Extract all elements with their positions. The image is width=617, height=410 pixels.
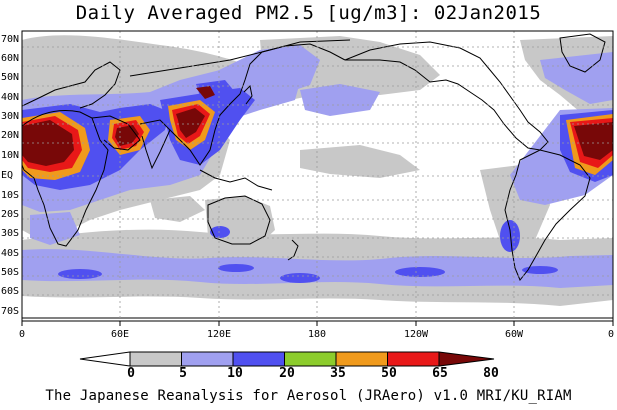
lat-label: 10N	[1, 150, 20, 161]
lon-label: 60E	[110, 329, 130, 340]
footer-credit: The Japanese Reanalysis for Aerosol (JRA…	[45, 388, 572, 404]
colorbar-tick: 0	[127, 366, 135, 381]
lat-label: 60N	[1, 53, 20, 64]
lon-label: 60W	[504, 329, 524, 340]
lon-label: 0	[18, 329, 26, 340]
lat-label: 40N	[1, 92, 20, 103]
colorbar-segment	[181, 351, 234, 367]
lat-label: 50N	[1, 72, 20, 83]
lon-label: 180	[307, 329, 327, 340]
colorbar-segment	[438, 351, 495, 367]
colorbar-segment	[129, 351, 182, 367]
lat-label: 20S	[1, 209, 20, 220]
lat-label: EQ	[1, 170, 14, 181]
lon-label: 120E	[206, 329, 232, 340]
colorbar-tick: 65	[432, 366, 448, 381]
colorbar-tick: 5	[179, 366, 187, 381]
lat-label: 60S	[1, 286, 20, 297]
colorbar-segment	[284, 351, 337, 367]
lat-label: 10S	[1, 190, 20, 201]
colorbar-segment	[387, 351, 440, 367]
lon-label: 120W	[403, 329, 429, 340]
lon-label: 0	[607, 329, 615, 340]
colorbar-tick: 35	[330, 366, 346, 381]
lat-label: 30S	[1, 228, 20, 239]
colorbar-tick: 50	[381, 366, 397, 381]
colorbar-segment	[335, 351, 388, 367]
lat-label: 70S	[1, 306, 20, 317]
map-title: Daily Averaged PM2.5 [ug/m3]: 02Jan2015	[75, 2, 542, 24]
colorbar-segment	[79, 351, 131, 367]
lat-label: 50S	[1, 267, 20, 278]
colorbar-tick: 80	[483, 366, 499, 381]
colorbar-tick: 10	[227, 366, 243, 381]
lat-label: 40S	[1, 248, 20, 259]
lat-label: 70N	[1, 34, 20, 45]
lat-label: 20N	[1, 130, 20, 141]
colorbar-segment	[232, 351, 285, 367]
coastlines	[22, 33, 613, 319]
lat-label: 30N	[1, 111, 20, 122]
gridlines	[22, 31, 613, 321]
colorbar	[79, 351, 495, 367]
colorbar-tick: 20	[279, 366, 295, 381]
